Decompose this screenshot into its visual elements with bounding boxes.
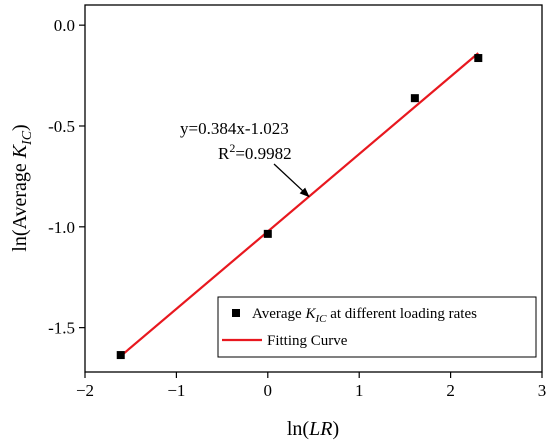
y-tick-label: -0.5 (48, 117, 75, 136)
x-axis-label: ln(LR) (287, 418, 339, 440)
fitting-curve-layer (120, 52, 480, 357)
legend-line-label: Fitting Curve (267, 333, 348, 349)
annotation-arrow (273, 163, 310, 198)
y-tick-label: 0.0 (54, 16, 75, 35)
data-point (410, 94, 419, 103)
y-tick-label: -1.5 (48, 319, 75, 338)
fitting-curve (120, 52, 480, 357)
data-point (474, 54, 483, 63)
plot-frame (84, 4, 543, 373)
y-axis-label: ln(Average KIC) (9, 124, 35, 251)
r-squared-annotation: R2=0.9982 (218, 141, 292, 163)
x-tick-label: 3 (538, 381, 547, 400)
legend-box (217, 296, 537, 358)
x-tick-label: −2 (76, 381, 94, 400)
equation-annotation: y=0.384x-1.023 (180, 119, 289, 138)
ticks-layer: −2 −1 0 1 2 3 0.0 -0.5 -1.0 -1.5 (48, 16, 546, 400)
x-tick-label: −1 (167, 381, 185, 400)
x-tick-label: 1 (355, 381, 364, 400)
legend-scatter-marker (232, 309, 240, 317)
legend-scatter-label: Average KIC at different loading rates (252, 306, 477, 325)
data-point (263, 229, 272, 238)
x-tick-label: 0 (264, 381, 273, 400)
data-points-layer (116, 54, 483, 360)
x-tick-label: 2 (446, 381, 455, 400)
data-point (116, 351, 125, 360)
y-tick-label: -1.0 (48, 218, 75, 237)
legend: Average KIC at different loading rates F… (217, 296, 537, 358)
